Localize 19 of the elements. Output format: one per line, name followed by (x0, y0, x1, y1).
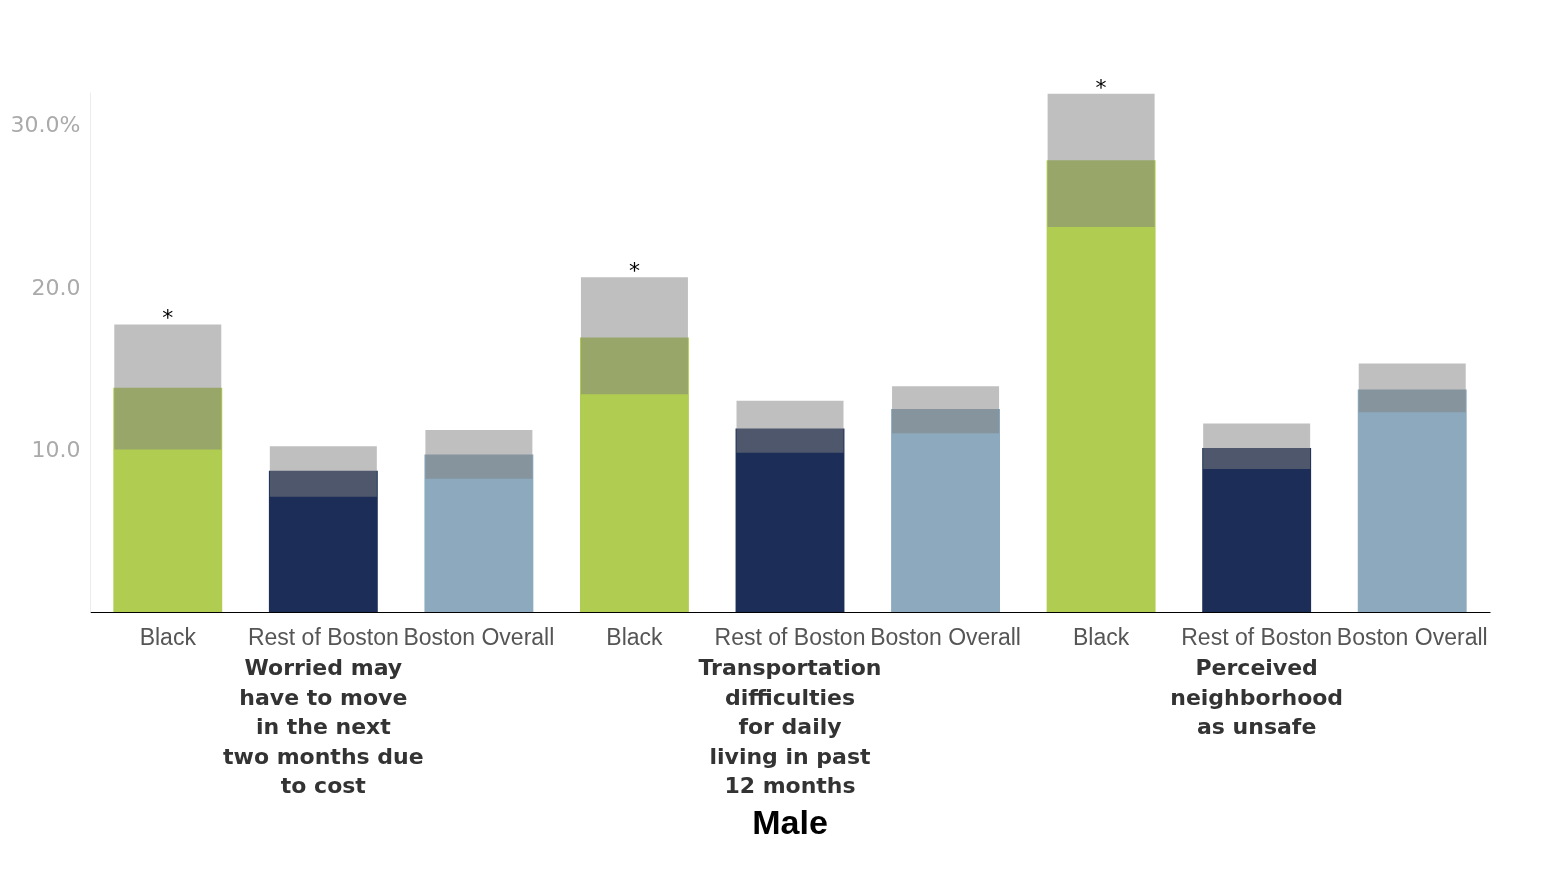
text: Worried may have to move in the next two months due to cost (223, 655, 424, 798)
data-label: * (162, 305, 174, 331)
x-tick-label: Black (606, 623, 664, 650)
y-tick-label: 30.0% (10, 112, 81, 137)
x-tick-label: Rest of Boston (1181, 623, 1333, 650)
x-tick-label: Rest of Boston (247, 623, 399, 650)
x-tick-label: Boston Overall (870, 623, 1021, 650)
x-tick-label: Rest of Boston (714, 623, 866, 650)
x-tick-label: Black (139, 623, 197, 650)
text: Male (752, 803, 828, 841)
text: Transportation difficulties for daily living in past 12 months (698, 655, 882, 798)
y-tick-label: 10.0 (31, 437, 81, 462)
text: Perceived neighborhood as unsafe (1170, 655, 1344, 739)
x-tick-label: Boston Overall (1336, 623, 1488, 650)
x-tick-label: Black (1072, 623, 1130, 650)
data-label: * (628, 258, 640, 284)
data-label: * (1095, 74, 1107, 100)
y-tick-label: 20.0 (31, 274, 81, 300)
x-tick-label: Boston Overall (403, 623, 555, 650)
